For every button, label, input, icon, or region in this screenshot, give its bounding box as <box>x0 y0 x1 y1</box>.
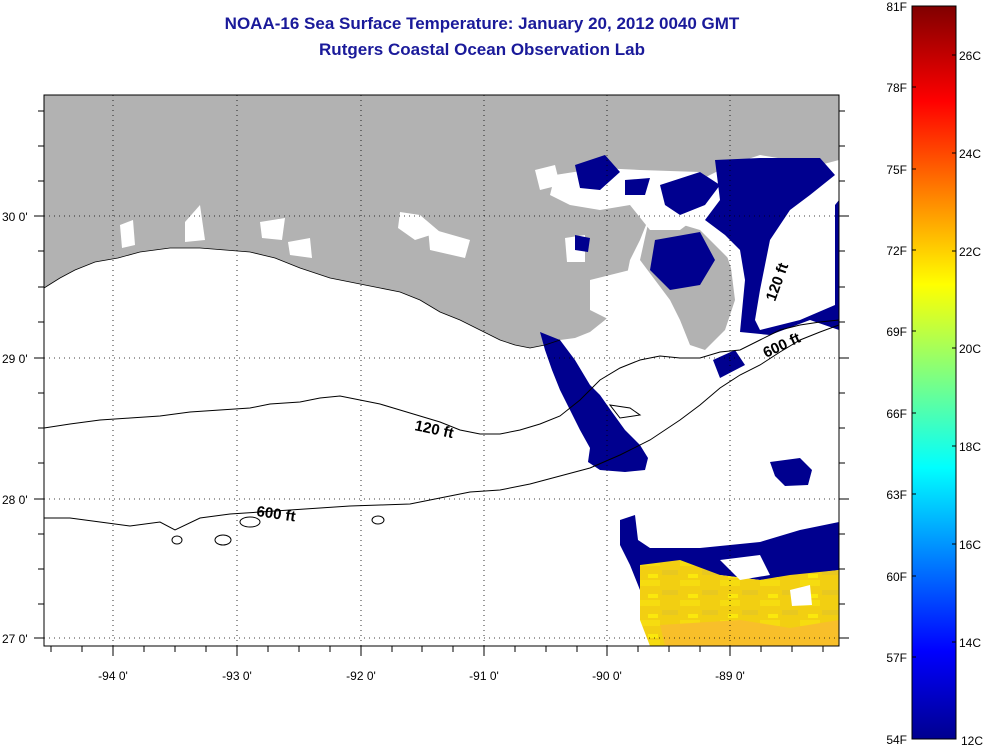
colorbar-f-label: 78F <box>886 81 907 95</box>
cloud-patch <box>720 555 770 580</box>
map-title: NOAA-16 Sea Surface Temperature: January… <box>224 14 740 33</box>
lon-label-91: -91 0' <box>469 669 499 683</box>
colorbar-f-label: 63F <box>886 488 907 502</box>
lon-label-93: -93 0' <box>222 669 252 683</box>
colorbar-c-label: 18C <box>959 440 981 454</box>
contour-600ft <box>44 324 839 531</box>
land-area <box>44 95 839 348</box>
contour-600ft-loop <box>239 516 261 528</box>
colorbar-c-label: 26C <box>959 49 981 63</box>
graticule <box>44 95 839 646</box>
cloud-patch <box>260 218 285 240</box>
colorbar-f-label: 81F <box>886 0 907 14</box>
lon-label-94: -94 0' <box>98 669 128 683</box>
colorbar-f-label: 60F <box>886 570 907 584</box>
cold-water-region <box>575 235 590 252</box>
contour-120ft-loop <box>608 404 642 419</box>
lat-label-28: 28 0' <box>2 493 28 507</box>
colorbar-f-label: 75F <box>886 163 907 177</box>
cold-water-region <box>660 172 720 215</box>
contour-120ft <box>44 319 839 435</box>
colorbar-c-label: 22C <box>959 245 981 259</box>
cold-water-region <box>705 158 839 335</box>
cloud-patch <box>535 165 560 190</box>
colorbar-f-label: 66F <box>886 407 907 421</box>
colorbar-c-label: 16C <box>959 538 981 552</box>
cloud-patch <box>590 270 640 320</box>
map-border <box>43 94 840 647</box>
cloud-patch <box>288 238 312 258</box>
cloud-patch <box>120 220 135 248</box>
contour-label-600ft-center: 600 ft <box>255 503 296 525</box>
contour-600ft-loop <box>171 535 183 545</box>
colorbar-c-label: 12C <box>961 734 983 748</box>
lon-label-90: -90 0' <box>592 669 622 683</box>
cloud-patch <box>428 228 470 258</box>
cold-water-region <box>713 350 745 378</box>
colorbar-c-label: 14C <box>959 636 981 650</box>
map-subtitle: Rutgers Coastal Ocean Observation Lab <box>319 40 645 59</box>
cold-water-swath <box>540 332 648 472</box>
colorbar-f-label: 57F <box>886 651 907 665</box>
cloud-patch <box>185 205 205 242</box>
colorbar-f-label: 69F <box>886 325 907 339</box>
cloud-patch <box>790 585 812 606</box>
cold-water-region <box>650 232 715 290</box>
coastline <box>44 247 561 349</box>
colorbar-f-label: 54F <box>886 733 907 747</box>
colorbar-f-label: 72F <box>886 244 907 258</box>
cold-water-region <box>770 458 812 486</box>
contour-600ft-loop <box>371 515 385 525</box>
axis-ticks <box>34 110 849 656</box>
colorbar-ticks <box>912 54 956 658</box>
warm-water-region <box>660 620 839 646</box>
lat-label-29: 29 0' <box>2 352 28 366</box>
cold-water-region <box>625 178 650 195</box>
contour-600ft-loop <box>214 534 232 546</box>
lat-label-30: 30 0' <box>2 210 28 224</box>
cold-water-region <box>575 155 620 190</box>
lat-label-27: 27 0' <box>2 632 28 646</box>
colorbar-c-label: 24C <box>959 147 981 161</box>
lon-label-89: -89 0' <box>715 669 745 683</box>
lon-label-92: -92 0' <box>346 669 376 683</box>
colorbar <box>911 5 957 740</box>
colorbar-c-label: 20C <box>959 342 981 356</box>
